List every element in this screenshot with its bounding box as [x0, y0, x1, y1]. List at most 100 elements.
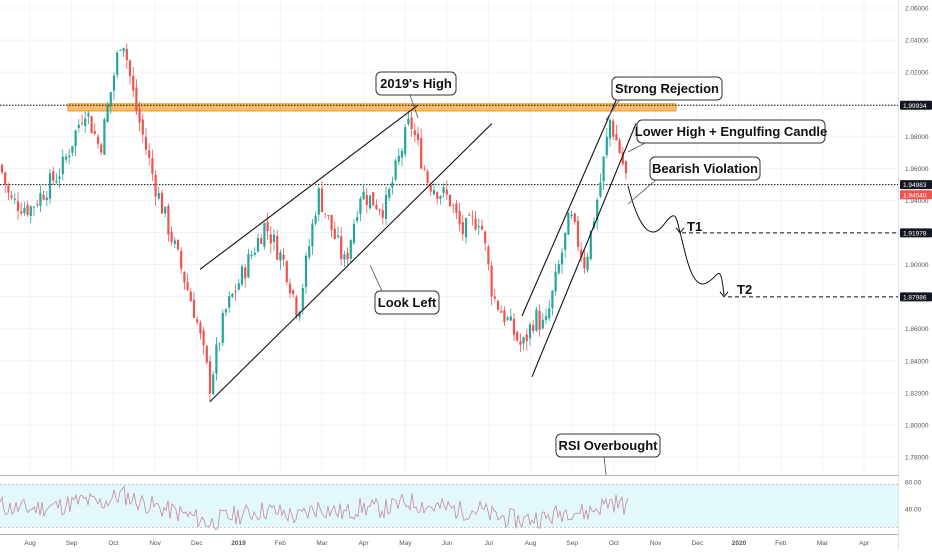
candle-body: [62, 157, 64, 175]
time-tick-label: May: [399, 540, 412, 547]
price-tick-label: 2.02000: [905, 70, 929, 77]
candle-body: [308, 246, 310, 257]
candle-body: [398, 156, 400, 162]
candle-body: [110, 92, 112, 106]
time-tick-label: Sep: [566, 540, 578, 547]
candle-body: [612, 121, 614, 137]
candle-body: [510, 316, 512, 320]
candle-body: [215, 345, 217, 374]
candle-body: [603, 157, 605, 182]
candle-body: [7, 185, 9, 192]
candle-body: [391, 182, 393, 187]
candle-body: [484, 232, 486, 244]
candle-body: [475, 219, 477, 230]
candle-body: [372, 192, 374, 205]
candle-body: [30, 206, 32, 216]
candle-body: [260, 238, 262, 244]
candle-body: [449, 195, 451, 206]
candle-body: [356, 217, 358, 221]
candle-body: [420, 138, 422, 168]
candle-body: [52, 171, 54, 181]
candle-body: [532, 325, 534, 331]
candle-body: [251, 255, 253, 256]
candle-body: [321, 189, 323, 212]
candle-body: [225, 309, 227, 312]
candle-body: [254, 253, 256, 255]
candle-body: [81, 123, 83, 124]
candle-body: [14, 198, 16, 199]
candle-body: [292, 290, 294, 294]
candle-body: [452, 205, 454, 206]
candle-body: [87, 113, 89, 116]
candle-body: [539, 311, 541, 330]
price-tick-label: 1.90000: [905, 262, 929, 269]
candle-body: [23, 208, 25, 213]
time-tick-label: Jun: [442, 540, 453, 547]
rsi-panel: [0, 476, 898, 535]
candle-body: [526, 335, 528, 342]
candle-body: [433, 190, 435, 194]
candle-body: [414, 130, 416, 135]
candle-body: [97, 137, 99, 144]
candle-body: [65, 157, 67, 160]
candle-body: [404, 127, 406, 154]
candle-body: [340, 236, 342, 259]
time-tick-label: 2020: [732, 540, 747, 547]
candle-body: [427, 171, 429, 183]
time-tick-label: Oct: [108, 540, 118, 547]
candle-body: [478, 226, 480, 227]
candle-body: [468, 215, 470, 216]
candle-body: [212, 374, 214, 394]
candle-body: [20, 211, 22, 213]
price-axis[interactable]: 2.060002.040002.020002.000001.980001.960…: [899, 0, 932, 550]
candle-body: [75, 130, 77, 146]
callout-pointer: [370, 265, 382, 291]
price-tag-label: 1.94983: [903, 182, 927, 189]
candle-body: [548, 308, 550, 318]
candle-body: [283, 255, 285, 260]
candle-body: [327, 215, 329, 216]
candle-body: [324, 213, 326, 214]
candle-body: [203, 331, 205, 346]
candle-body: [395, 161, 397, 180]
price-tag-label: 1.99934: [903, 103, 927, 110]
candle-body: [500, 311, 502, 313]
candle-body: [126, 49, 128, 60]
candle-body: [564, 233, 566, 250]
candle-body: [241, 266, 243, 284]
candle-body: [222, 313, 224, 343]
rsi-tick-label: 80.00: [905, 480, 922, 487]
candle-body: [465, 218, 467, 237]
candle-body: [311, 223, 313, 246]
price-tick-label: 2.04000: [905, 38, 929, 45]
candle-body: [423, 169, 425, 170]
candle-body: [583, 257, 585, 268]
candle-body: [270, 234, 272, 243]
price-tick-label: 1.86000: [905, 326, 929, 333]
candle-body: [471, 217, 473, 218]
time-tick-label: Mar: [316, 540, 328, 547]
candle-body: [523, 337, 525, 343]
candle-body: [209, 361, 211, 393]
candle-body: [196, 319, 198, 322]
candle-body: [139, 109, 141, 122]
candle-body: [158, 193, 160, 199]
candle-body: [439, 196, 441, 199]
candle-body: [385, 195, 387, 219]
grid-lines: [0, 0, 898, 473]
candle-body: [107, 106, 109, 122]
candle-body: [407, 119, 409, 124]
candle-body: [100, 145, 102, 153]
candle-body: [516, 332, 518, 340]
time-tick-label: Nov: [149, 540, 161, 547]
candle-body: [59, 177, 61, 179]
candle-body: [295, 297, 297, 317]
candle-body: [369, 195, 371, 208]
time-tick-label: Aug: [24, 540, 36, 547]
candle-body: [36, 204, 38, 205]
candle-body: [244, 267, 246, 278]
candle-body: [529, 324, 531, 338]
